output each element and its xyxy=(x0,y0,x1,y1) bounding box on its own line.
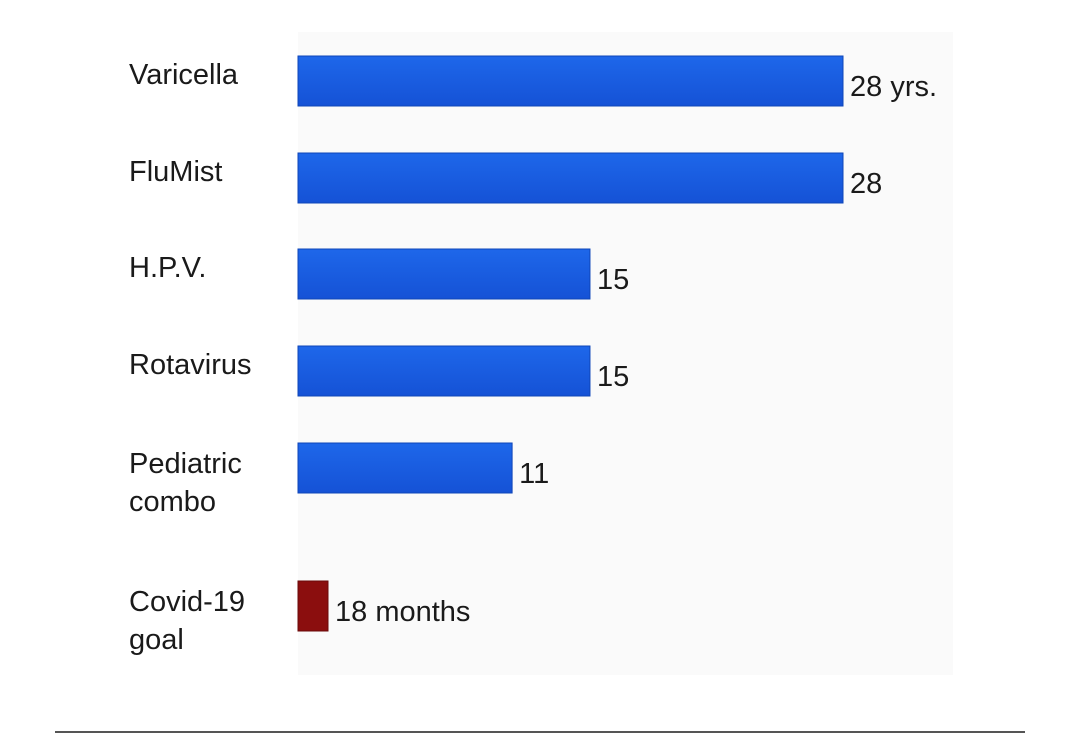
bar-covid-19-goal xyxy=(297,580,329,632)
bar-rotavirus xyxy=(297,345,591,397)
category-label: Varicella xyxy=(129,59,239,91)
chart-marks: Varicella 28 yrs. FluMist 28 H.P.V. 15 Rotavir… xyxy=(129,55,937,656)
value-label: 18 months xyxy=(335,596,470,628)
category-label: Covid-19 goal xyxy=(129,586,245,656)
bar-h-p-v- xyxy=(297,248,591,300)
category-label: Rotavirus xyxy=(129,349,252,381)
category-label: FluMist xyxy=(129,156,222,188)
bottom-rule xyxy=(55,731,1025,733)
bar-pediatric-combo xyxy=(297,442,513,494)
value-label: 28 xyxy=(850,168,882,200)
bar-varicella xyxy=(297,55,844,107)
value-label: 15 xyxy=(597,361,629,393)
bar-flumist xyxy=(297,152,844,204)
category-label: H.P.V. xyxy=(129,252,206,284)
value-label: 11 xyxy=(519,458,549,490)
category-label: Pediatric combo xyxy=(129,448,242,518)
value-label: 15 xyxy=(597,264,629,296)
value-label: 28 yrs. xyxy=(850,71,937,103)
